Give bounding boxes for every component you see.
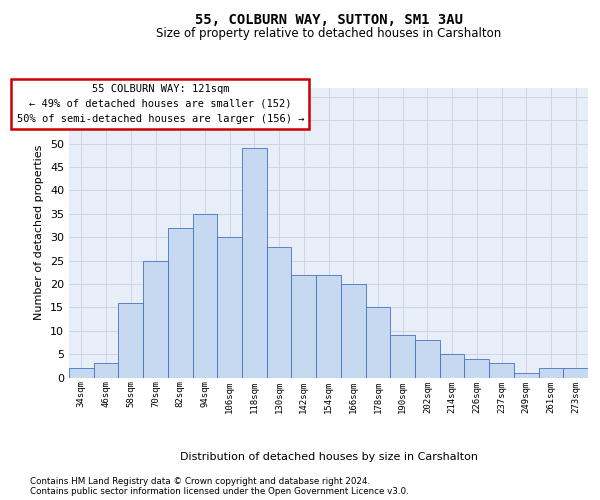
- Bar: [440, 354, 464, 378]
- Text: 55, COLBURN WAY, SUTTON, SM1 3AU: 55, COLBURN WAY, SUTTON, SM1 3AU: [195, 12, 463, 26]
- Bar: [514, 373, 539, 378]
- Bar: [94, 364, 118, 378]
- Text: Contains public sector information licensed under the Open Government Licence v3: Contains public sector information licen…: [30, 486, 409, 496]
- Bar: [168, 228, 193, 378]
- Bar: [316, 274, 341, 378]
- Bar: [292, 274, 316, 378]
- Bar: [217, 237, 242, 378]
- Text: Size of property relative to detached houses in Carshalton: Size of property relative to detached ho…: [156, 28, 502, 40]
- Y-axis label: Number of detached properties: Number of detached properties: [34, 145, 44, 320]
- Bar: [118, 302, 143, 378]
- Bar: [365, 308, 390, 378]
- Text: Distribution of detached houses by size in Carshalton: Distribution of detached houses by size …: [180, 452, 478, 462]
- Bar: [341, 284, 365, 378]
- Bar: [193, 214, 217, 378]
- Bar: [464, 359, 489, 378]
- Bar: [489, 364, 514, 378]
- Bar: [390, 336, 415, 378]
- Bar: [242, 148, 267, 378]
- Bar: [539, 368, 563, 378]
- Bar: [143, 260, 168, 378]
- Bar: [267, 246, 292, 378]
- Text: Contains HM Land Registry data © Crown copyright and database right 2024.: Contains HM Land Registry data © Crown c…: [30, 476, 370, 486]
- Text: 55 COLBURN WAY: 121sqm
← 49% of detached houses are smaller (152)
50% of semi-de: 55 COLBURN WAY: 121sqm ← 49% of detached…: [17, 84, 304, 124]
- Bar: [69, 368, 94, 378]
- Bar: [415, 340, 440, 378]
- Bar: [563, 368, 588, 378]
